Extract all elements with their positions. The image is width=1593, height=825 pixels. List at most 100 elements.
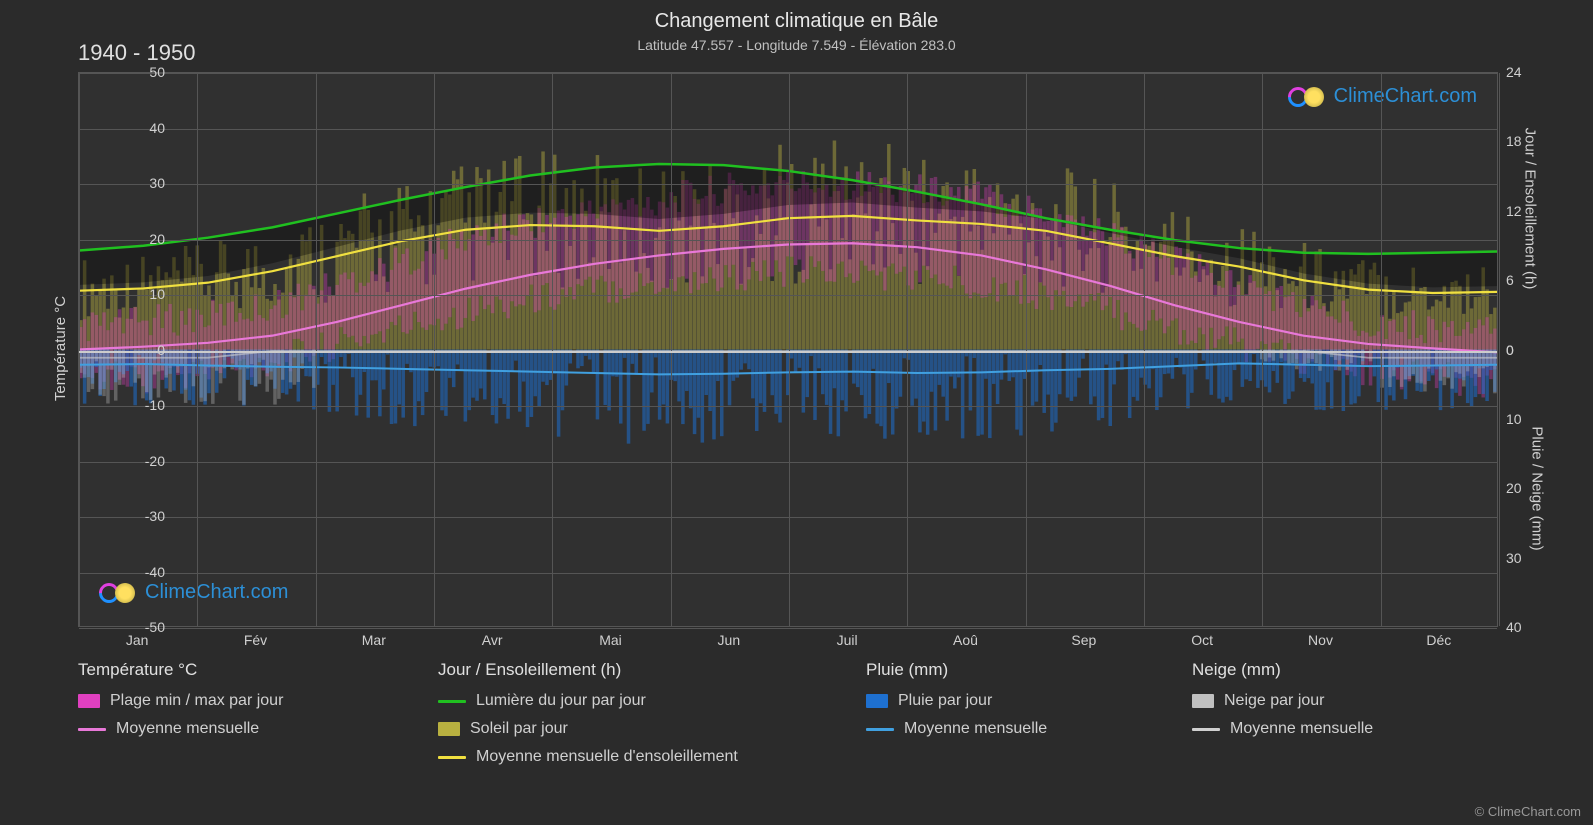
sunshine-bar xyxy=(1054,204,1057,349)
temp-range-bar xyxy=(631,198,634,293)
temp-range-bar xyxy=(767,183,770,276)
temp-range-bar xyxy=(817,188,820,261)
temp-range-bar xyxy=(1089,231,1092,294)
rain-bar xyxy=(1299,350,1302,379)
temp-range-bar xyxy=(724,189,727,266)
temp-range-bar xyxy=(1365,333,1368,367)
rain-bar xyxy=(635,350,638,374)
rain-bar xyxy=(868,350,871,414)
rain-bar xyxy=(1493,350,1496,392)
rain-bar xyxy=(1268,350,1271,393)
sunshine-bar xyxy=(1345,299,1348,350)
sunshine-bar xyxy=(246,249,249,349)
temp-range-bar xyxy=(1373,336,1376,358)
sunshine-bar xyxy=(980,250,983,350)
rain-bar xyxy=(1035,350,1038,402)
temp-range-bar xyxy=(394,248,397,326)
grid-line-h xyxy=(79,351,1497,353)
temp-range-bar xyxy=(184,325,187,388)
temp-range-bar xyxy=(464,251,467,318)
legend-heading: Température °C xyxy=(78,660,418,680)
temp-range-bar xyxy=(339,275,342,328)
temp-range-bar xyxy=(798,188,801,259)
temp-range-bar xyxy=(429,239,432,324)
rain-bar xyxy=(1412,350,1415,376)
rain-bar xyxy=(1155,350,1158,411)
snow-bar xyxy=(211,350,214,404)
rain-bar xyxy=(207,350,210,394)
sunshine-bar xyxy=(1050,260,1053,349)
rain-bar xyxy=(759,350,762,404)
sunshine-bar xyxy=(1120,228,1123,350)
rain-bar xyxy=(887,350,890,384)
temp-range-bar xyxy=(1066,215,1069,307)
sunshine-bar xyxy=(771,281,774,349)
temp-range-bar xyxy=(759,186,762,281)
rain-bar xyxy=(1221,350,1224,403)
rain-bar xyxy=(1481,350,1484,394)
sunshine-bar xyxy=(421,225,424,349)
rain-bar xyxy=(755,350,758,431)
temp-range-bar xyxy=(1353,330,1356,376)
temp-range-bar xyxy=(790,189,793,257)
temp-range-bar xyxy=(980,199,983,298)
legend-heading: Pluie (mm) xyxy=(866,660,1172,680)
temp-range-bar xyxy=(837,186,840,264)
sunshine-bar xyxy=(860,162,863,349)
sunshine-bar xyxy=(530,214,533,349)
rain-mean-line xyxy=(79,363,1497,374)
sunshine-bar xyxy=(1276,290,1279,349)
rain-bar xyxy=(335,350,338,412)
temp-range-bar xyxy=(359,283,362,347)
grid-line-v xyxy=(789,73,790,626)
temp-range-bar xyxy=(1019,212,1022,304)
temp-range-bar xyxy=(941,206,944,284)
temp-range-bar xyxy=(891,195,894,264)
sunshine-bar xyxy=(747,267,750,349)
temp-range-bar xyxy=(926,202,929,270)
rain-bar xyxy=(739,350,742,370)
grid-line-v xyxy=(1026,73,1027,626)
snow-bar xyxy=(1318,350,1321,371)
rain-bar xyxy=(879,350,882,427)
rain-bar xyxy=(1454,350,1457,393)
rain-bar xyxy=(1439,350,1442,411)
temp-range-bar xyxy=(848,199,851,273)
rain-bar xyxy=(1015,350,1018,430)
rain-bar xyxy=(611,350,614,377)
grid-line-v xyxy=(197,73,198,626)
sunshine-bar xyxy=(382,276,385,349)
temp-range-bar xyxy=(685,180,688,279)
temp-range-bar xyxy=(565,217,568,297)
sunshine-bar xyxy=(1318,249,1321,349)
rain-bar xyxy=(1233,350,1236,371)
temp-range-bar xyxy=(1303,299,1306,374)
rain-bar xyxy=(537,350,540,407)
sunshine-bar xyxy=(1412,268,1415,350)
sunshine-bar xyxy=(716,264,719,349)
grid-line-v xyxy=(1381,73,1382,626)
watermark-bottom: ClimeChart.com xyxy=(99,581,288,604)
sunshine-bar xyxy=(320,225,323,350)
temp-range-bar xyxy=(262,318,265,370)
sunshine-bar xyxy=(600,211,603,349)
rain-bar xyxy=(502,350,505,404)
temp-range-bar xyxy=(1345,311,1348,375)
rain-bar xyxy=(704,350,707,396)
rain-bar xyxy=(1450,350,1453,409)
sunshine-bar xyxy=(211,301,214,350)
sunshine-bar xyxy=(1408,302,1411,350)
sunshine-bar xyxy=(1314,251,1317,349)
sunshine-bar xyxy=(1470,308,1473,349)
rain-bar xyxy=(1217,350,1220,399)
rain-bar xyxy=(1388,350,1391,396)
temp-range-bar xyxy=(561,209,564,289)
rain-bar xyxy=(409,350,412,373)
sunshine-bar xyxy=(953,217,956,350)
temp-range-bar xyxy=(673,202,676,291)
temp-range-bar xyxy=(825,184,828,281)
rain-bar xyxy=(471,350,474,398)
temp-range-bar xyxy=(1074,220,1077,302)
rain-bar xyxy=(596,350,599,420)
sunshine-bar xyxy=(398,188,401,350)
